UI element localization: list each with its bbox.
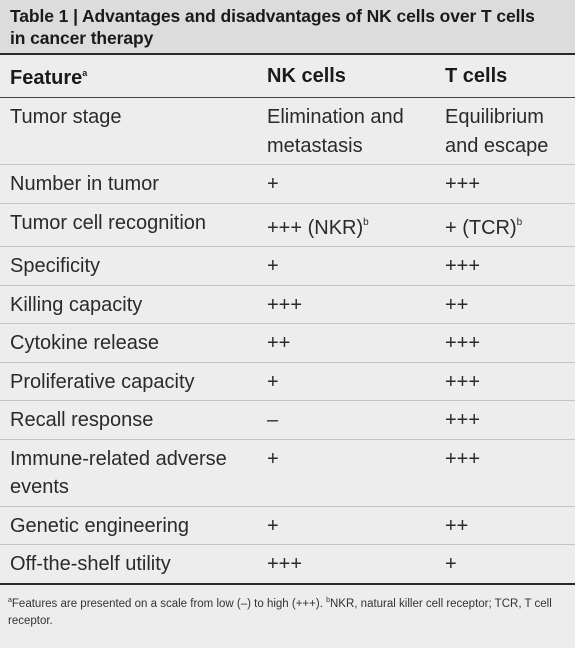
cell-t-value: + (TCR) bbox=[445, 216, 517, 239]
cell-t-cells: +++ bbox=[438, 439, 575, 507]
cell-nk-cells: +++ bbox=[257, 285, 438, 324]
table-row: Recall response – +++ bbox=[0, 400, 575, 440]
cell-t-value: +++ bbox=[445, 370, 481, 393]
cell-nk-value: + bbox=[267, 370, 279, 393]
footnote-marker-a: a bbox=[8, 596, 12, 604]
cell-t-value: +++ bbox=[445, 255, 481, 277]
cell-t-cells: + bbox=[438, 544, 575, 585]
cell-nk-cells: + bbox=[257, 246, 438, 286]
table-row: Cytokine release ++ +++ bbox=[0, 323, 575, 363]
cell-nk-footnote-marker: b bbox=[363, 216, 369, 228]
cell-feature: Immune-related adverse events bbox=[0, 439, 257, 507]
cell-nk-value: – bbox=[267, 409, 279, 431]
cell-t-cells: +++ bbox=[438, 164, 575, 204]
cell-nk-value: + bbox=[267, 173, 279, 195]
cell-nk-value: + bbox=[267, 514, 279, 537]
cell-feature: Recall response bbox=[0, 400, 257, 440]
cell-t-value: ++ bbox=[445, 293, 469, 316]
cell-feature: Number in tumor bbox=[0, 164, 257, 204]
cell-feature: Genetic engineering bbox=[0, 506, 257, 545]
header-row: Featurea NK cells T cells bbox=[0, 53, 575, 98]
cell-t-value: + bbox=[445, 553, 457, 575]
cell-t-cells: ++ bbox=[438, 506, 575, 545]
cell-t-cells: Equilibrium and escape bbox=[438, 97, 575, 165]
cell-nk-value: +++ bbox=[267, 553, 303, 575]
cell-feature: Cytokine release bbox=[0, 323, 257, 363]
footnote-text-b: NKR, natural killer cell receptor; TCR, … bbox=[8, 597, 552, 627]
caption-line-1: Table 1 | Advantages and disadvantages o… bbox=[10, 6, 535, 26]
cell-nk-value: + bbox=[267, 447, 279, 470]
cell-t-cells: ++ bbox=[438, 285, 575, 324]
caption-line-2: in cancer therapy bbox=[10, 28, 154, 48]
cell-nk-value: ++ bbox=[267, 332, 291, 354]
table-body: Tumor stage Elimination and metastasis Equ… bbox=[0, 97, 575, 585]
cell-t-value: +++ bbox=[445, 173, 481, 195]
table-row: Specificity + +++ bbox=[0, 246, 575, 286]
cell-t-cells: +++ bbox=[438, 400, 575, 440]
cell-t-value: +++ bbox=[445, 409, 481, 431]
cell-nk-value: +++ bbox=[267, 293, 303, 316]
cell-nk-cells: + bbox=[257, 506, 438, 545]
cell-nk-cells: +++ (NKR)b bbox=[257, 203, 438, 247]
table-footnote: aFeatures are presented on a scale from … bbox=[0, 584, 575, 648]
cell-t-value: +++ bbox=[445, 447, 481, 470]
cell-nk-cells: +++ bbox=[257, 544, 438, 585]
footnote-text-a: Features are presented on a scale from l… bbox=[11, 597, 327, 610]
cell-feature: Specificity bbox=[0, 246, 257, 286]
cell-nk-value: +++ (NKR) bbox=[267, 216, 364, 239]
comparison-table: Featurea NK cells T cells Tumor stage Eli… bbox=[0, 53, 575, 585]
cell-nk-cells: + bbox=[257, 362, 438, 401]
cell-feature: Tumor cell recognition bbox=[0, 203, 257, 247]
table-row: Killing capacity +++ ++ bbox=[0, 285, 575, 324]
cell-t-cells: + (TCR)b bbox=[438, 203, 575, 247]
cell-feature: Proliferative capacity bbox=[0, 362, 257, 401]
table-row: Number in tumor + +++ bbox=[0, 164, 575, 204]
header-feature: Featurea bbox=[0, 53, 257, 98]
header-feature-footnote-marker: a bbox=[82, 68, 88, 78]
header-feature-label: Feature bbox=[10, 67, 83, 89]
cell-t-value: ++ bbox=[445, 514, 469, 537]
cell-feature: Killing capacity bbox=[0, 285, 257, 324]
header-t-cells: T cells bbox=[438, 53, 575, 98]
table-row: Tumor stage Elimination and metastasis Equ… bbox=[0, 97, 575, 165]
header-nk-cells: NK cells bbox=[257, 53, 438, 98]
cell-nk-cells: – bbox=[257, 400, 438, 440]
table-row: Proliferative capacity + +++ bbox=[0, 362, 575, 401]
cell-nk-value: Elimination and metastasis bbox=[267, 106, 404, 157]
cell-nk-value: + bbox=[267, 255, 279, 277]
cell-nk-cells: Elimination and metastasis bbox=[257, 97, 438, 165]
table-row: Tumor cell recognition +++ (NKR)b + (TCR)b bbox=[0, 203, 575, 247]
table-container: Featurea NK cells T cells Tumor stage Eli… bbox=[0, 53, 575, 585]
table-header: Featurea NK cells T cells bbox=[0, 53, 575, 98]
cell-nk-cells: + bbox=[257, 439, 438, 507]
table-row: Immune-related adverse events + +++ bbox=[0, 439, 575, 507]
cell-nk-cells: ++ bbox=[257, 323, 438, 363]
cell-feature: Tumor stage bbox=[0, 97, 257, 165]
cell-t-footnote-marker: b bbox=[516, 216, 523, 228]
cell-t-value: Equilibrium and escape bbox=[445, 106, 549, 157]
table-row: Off-the-shelf utility +++ + bbox=[0, 544, 575, 585]
cell-t-value: +++ bbox=[445, 332, 481, 354]
cell-t-cells: +++ bbox=[438, 362, 575, 401]
cell-feature: Off-the-shelf utility bbox=[0, 544, 257, 585]
cell-t-cells: +++ bbox=[438, 246, 575, 286]
cell-nk-cells: + bbox=[257, 164, 438, 204]
footnote-marker-b: b bbox=[326, 596, 330, 604]
table-caption: Table 1 | Advantages and disadvantages o… bbox=[0, 0, 575, 53]
table-row: Genetic engineering + ++ bbox=[0, 506, 575, 545]
cell-t-cells: +++ bbox=[438, 323, 575, 363]
